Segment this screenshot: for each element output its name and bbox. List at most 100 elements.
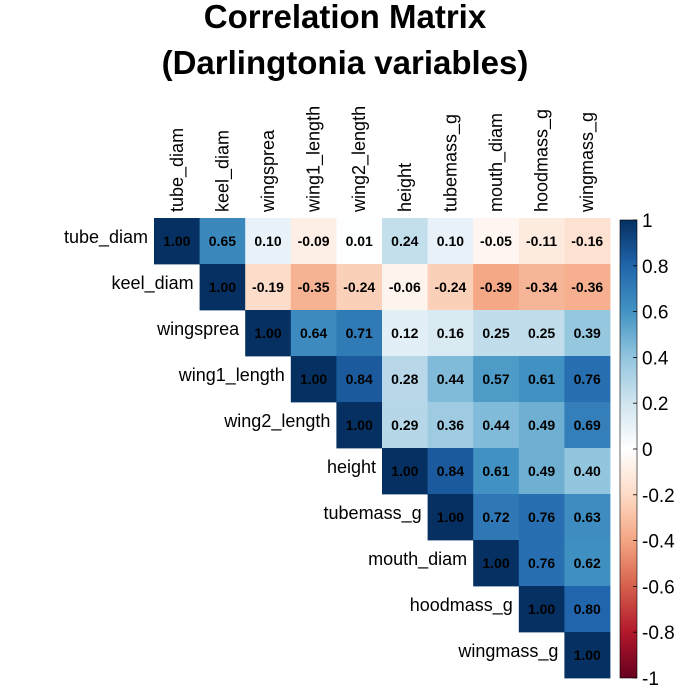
chart-title-line-1: Correlation Matrix [204,0,487,35]
colorbar-tick-label: -1 [642,669,659,690]
heatmap-cell-keel_diam-mouth_diam [473,264,520,311]
colorbar-tick-label: -0.8 [642,623,675,644]
cell-value-mouth_diam-wingmass_g: 0.62 [574,555,601,571]
heatmap-cell-mouth_diam-hoodmass_g [518,540,565,587]
heatmap-cell-height-tubemass_g [427,448,474,495]
row-label-tube_diam: tube_diam [64,227,148,248]
cell-value-wing1_length-tubemass_g: 0.44 [437,371,464,387]
cell-value-tube_diam-wing1_length: -0.09 [298,233,330,249]
cell-value-wing2_length-height: 0.29 [391,417,418,433]
heatmap-cell-wingsprea-wing1_length [290,310,337,357]
heatmap-cell-wingsprea-hoodmass_g [518,310,565,357]
cell-value-tubemass_g-wingmass_g: 0.63 [574,509,601,525]
heatmap-cell-wingmass_g-wingmass_g [564,632,611,679]
heatmap-cell-tubemass_g-wingmass_g [564,494,611,541]
heatmap-cell-wingsprea-tubemass_g [427,310,474,357]
column-label-wingmass_g: wingmass_g [577,112,598,213]
row-label-wing2_length: wing2_length [223,411,330,432]
heatmap-cell-tube_diam-wing2_length [336,218,383,265]
cell-value-wingsprea-height: 0.12 [391,325,418,341]
cell-value-tube_diam-height: 0.24 [391,233,418,249]
cell-value-wing2_length-wingmass_g: 0.69 [574,417,601,433]
heatmap-cell-keel_diam-height [382,264,428,311]
cell-value-tube_diam-wingmass_g: -0.16 [571,233,603,249]
heatmap-cell-keel_diam-wingmass_g [564,264,611,311]
heatmap-cell-wingsprea-mouth_diam [473,310,520,357]
heatmap-cell-wing2_length-hoodmass_g [518,402,565,449]
heatmap-cell-tube_diam-wing1_length [290,218,337,265]
cell-value-keel_diam-tubemass_g: -0.24 [434,279,466,295]
cell-value-tubemass_g-hoodmass_g: 0.76 [528,509,555,525]
cell-value-keel_diam-height: -0.06 [389,279,421,295]
cell-value-height-hoodmass_g: 0.49 [528,463,555,479]
colorbar-tick-label: 0.8 [642,257,668,278]
row-labels: tube_diam keel_diam wingsprea wing1_lengthw… [64,227,558,662]
column-label-tube_diam: tube_diam [167,128,188,212]
heatmap-cell-keel_diam-keel_diam [199,264,246,311]
heatmap-cell-tube_diam-tubemass_g [427,218,474,265]
heatmap-cell-keel_diam-wingsprea [245,264,292,311]
heatmap-cell-wing1_length-tubemass_g [427,356,474,403]
cell-value-tube_diam-wing2_length: 0.01 [346,233,373,249]
heatmap-cell-tube_diam-tube_diam [154,218,200,265]
cell-value-mouth_diam-hoodmass_g: 0.76 [528,555,555,571]
cell-value-tubemass_g-mouth_diam: 0.72 [482,509,509,525]
cell-value-wingsprea-mouth_diam: 0.25 [482,325,509,341]
heatmap-cells: 1.00 0.65 0.10 -0.09 0.01 0.24 0.10 -0.05 -0.11-… [154,218,611,679]
colorbar-tick-label: -0.2 [642,486,675,507]
column-label-height: height [395,163,415,212]
heatmap-cell-hoodmass_g-wingmass_g [564,586,611,633]
heatmap-cell-hoodmass_g-hoodmass_g [518,586,565,633]
cell-value-wing2_length-hoodmass_g: 0.49 [528,417,555,433]
heatmap-cell-wingsprea-height [382,310,428,357]
heatmap-cell-keel_diam-wing1_length [290,264,337,311]
column-label-wing2_length: wing2_length [349,106,370,213]
heatmap-cell-wing1_length-wingmass_g [564,356,611,403]
cell-value-tube_diam-keel_diam: 0.65 [209,233,236,249]
cell-value-wingsprea-hoodmass_g: 0.25 [528,325,555,341]
heatmap-cell-wing2_length-mouth_diam [473,402,520,449]
column-label-wing1_length: wing1_length [304,106,325,213]
cell-value-tube_diam-mouth_diam: -0.05 [480,233,512,249]
cell-value-wing2_length-wing2_length: 1.00 [346,417,373,433]
heatmap-cell-tube_diam-keel_diam [199,218,246,265]
cell-value-wingsprea-tubemass_g: 0.16 [437,325,464,341]
cell-value-tube_diam-tube_diam: 1.00 [163,233,190,249]
color-legend: 1 0.8 0.6 0.4 0.2 0 -0.2 -0.4 -0.6 -0.8 -1 [619,211,675,690]
cell-value-wingsprea-wing1_length: 0.64 [300,325,327,341]
colorbar-tick-label: 0.2 [642,394,668,415]
row-label-wing1_length: wing1_length [178,365,285,386]
heatmap-cell-wing2_length-height [382,402,428,449]
heatmap-cell-wing2_length-wing2_length [336,402,383,449]
heatmap-cell-tube_diam-mouth_diam [473,218,520,265]
cell-value-keel_diam-mouth_diam: -0.39 [480,279,512,295]
column-labels: tube_diam keel_diam wingsprea wing1_length w… [167,106,598,213]
heatmap-cell-tube_diam-wingsprea [245,218,292,265]
colorbar-tick-label: 1 [642,211,653,232]
column-label-keel_diam: keel_diam [212,130,233,212]
row-label-mouth_diam: mouth_diam [368,549,467,570]
heatmap-cell-keel_diam-wing2_length [336,264,383,311]
cell-value-mouth_diam-mouth_diam: 1.00 [482,555,509,571]
cell-value-tubemass_g-tubemass_g: 1.00 [437,509,464,525]
heatmap-cell-wing1_length-height [382,356,428,403]
cell-value-tube_diam-wingsprea: 0.10 [254,233,281,249]
cell-value-wing1_length-wing2_length: 0.84 [346,371,373,387]
heatmap-cell-tube_diam-hoodmass_g [518,218,565,265]
colorbar-tick-label: 0.4 [642,348,669,369]
heatmap-cell-wing2_length-tubemass_g [427,402,474,449]
cell-value-height-wingmass_g: 0.40 [574,463,601,479]
cell-value-tube_diam-tubemass_g: 0.10 [437,233,464,249]
cell-value-keel_diam-hoodmass_g: -0.34 [526,279,558,295]
heatmap-cell-height-hoodmass_g [518,448,565,495]
cell-value-wingsprea-wingmass_g: 0.39 [574,325,601,341]
heatmap-cell-height-mouth_diam [473,448,520,495]
chart-title-line-2: (Darlingtonia variables) [162,44,529,81]
row-label-tubemass_g: tubemass_g [324,503,422,524]
cell-value-wingsprea-wingsprea: 1.00 [254,325,281,341]
column-label-tubemass_g: tubemass_g [440,114,461,212]
cell-value-wing1_length-height: 0.28 [391,371,418,387]
cell-value-wing1_length-wingmass_g: 0.76 [574,371,601,387]
row-label-height: height [327,457,376,477]
